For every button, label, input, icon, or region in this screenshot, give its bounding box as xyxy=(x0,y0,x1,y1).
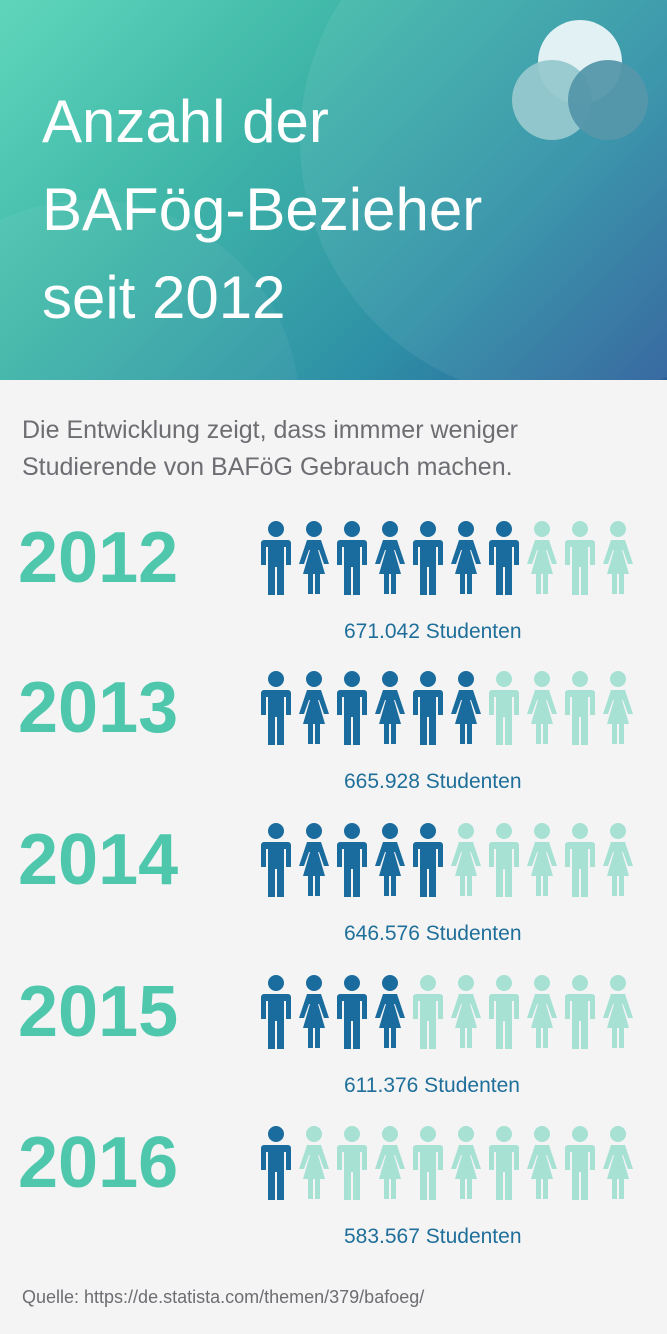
person-icon xyxy=(489,1126,519,1200)
person-icon xyxy=(299,521,329,594)
person-icon xyxy=(565,521,595,595)
chart-row-2013: 2013 665.928 Studenten xyxy=(0,668,667,808)
value-label: 611.376 Studenten xyxy=(344,1074,520,1097)
figure-bar xyxy=(260,820,650,900)
person-icon xyxy=(261,823,291,897)
person-icon xyxy=(299,671,329,744)
person-icon xyxy=(603,521,633,594)
person-icon xyxy=(603,823,633,896)
person-icon xyxy=(451,1126,481,1199)
person-icon xyxy=(375,671,405,744)
person-icon xyxy=(375,521,405,594)
person-icon xyxy=(337,521,367,595)
person-icon xyxy=(413,671,443,745)
person-icon xyxy=(451,671,481,744)
person-icon xyxy=(565,823,595,897)
person-icon xyxy=(261,1126,291,1200)
person-icon xyxy=(337,671,367,745)
person-icon xyxy=(375,975,405,1048)
person-icon xyxy=(489,823,519,897)
chart-row-2016: 2016 583.567 Studenten xyxy=(0,1123,667,1263)
figure-bar xyxy=(260,972,650,1052)
year-label: 2015 xyxy=(18,972,179,1052)
header-banner: Anzahl der BAFög-Bezieher seit 2012 xyxy=(0,0,667,380)
person-icon xyxy=(603,975,633,1048)
figure-bar xyxy=(260,518,650,598)
person-icon xyxy=(527,521,557,594)
year-label: 2012 xyxy=(18,518,179,598)
year-label: 2014 xyxy=(18,820,179,900)
intro-text: Die Entwicklung zeigt, dass immmer wenig… xyxy=(22,416,519,481)
person-icon xyxy=(527,823,557,896)
person-icon xyxy=(565,975,595,1049)
logo-icon xyxy=(512,20,652,145)
person-icon xyxy=(375,823,405,896)
person-icon xyxy=(451,975,481,1048)
person-icon xyxy=(413,1126,443,1200)
person-icon xyxy=(337,1126,367,1200)
value-label: 671.042 Studenten xyxy=(344,620,522,643)
page-title: Anzahl der BAFög-Bezieher seit 2012 xyxy=(42,88,483,331)
year-label: 2013 xyxy=(18,668,179,748)
person-icon xyxy=(489,975,519,1049)
person-icon xyxy=(451,823,481,896)
person-icon xyxy=(337,975,367,1049)
person-icon xyxy=(299,975,329,1048)
person-icon xyxy=(527,671,557,744)
person-icon xyxy=(261,975,291,1049)
person-icon xyxy=(413,521,443,595)
chart-row-2012: 2012 671.042 Studenten xyxy=(0,518,667,658)
value-label: 665.928 Studenten xyxy=(344,770,522,793)
figure-bar xyxy=(260,1123,650,1203)
person-icon xyxy=(261,521,291,595)
person-icon xyxy=(337,823,367,897)
person-icon xyxy=(603,671,633,744)
source-note: Quelle: https://de.statista.com/themen/3… xyxy=(22,1287,425,1307)
chart-row-2015: 2015 611.376 Studenten xyxy=(0,972,667,1112)
person-icon xyxy=(299,1126,329,1199)
value-label: 583.567 Studenten xyxy=(344,1225,522,1248)
figure-bar xyxy=(260,668,650,748)
person-icon xyxy=(565,671,595,745)
person-icon xyxy=(261,671,291,745)
person-icon xyxy=(527,1126,557,1199)
year-label: 2016 xyxy=(18,1123,179,1203)
person-icon xyxy=(565,1126,595,1200)
person-icon xyxy=(299,823,329,896)
person-icon xyxy=(489,671,519,745)
person-icon xyxy=(527,975,557,1048)
person-icon xyxy=(451,521,481,594)
person-icon xyxy=(375,1126,405,1199)
chart-row-2014: 2014 646.576 Studenten xyxy=(0,820,667,960)
person-icon xyxy=(413,823,443,897)
person-icon xyxy=(489,521,519,595)
value-label: 646.576 Studenten xyxy=(344,922,522,945)
person-icon xyxy=(413,975,443,1049)
person-icon xyxy=(603,1126,633,1199)
